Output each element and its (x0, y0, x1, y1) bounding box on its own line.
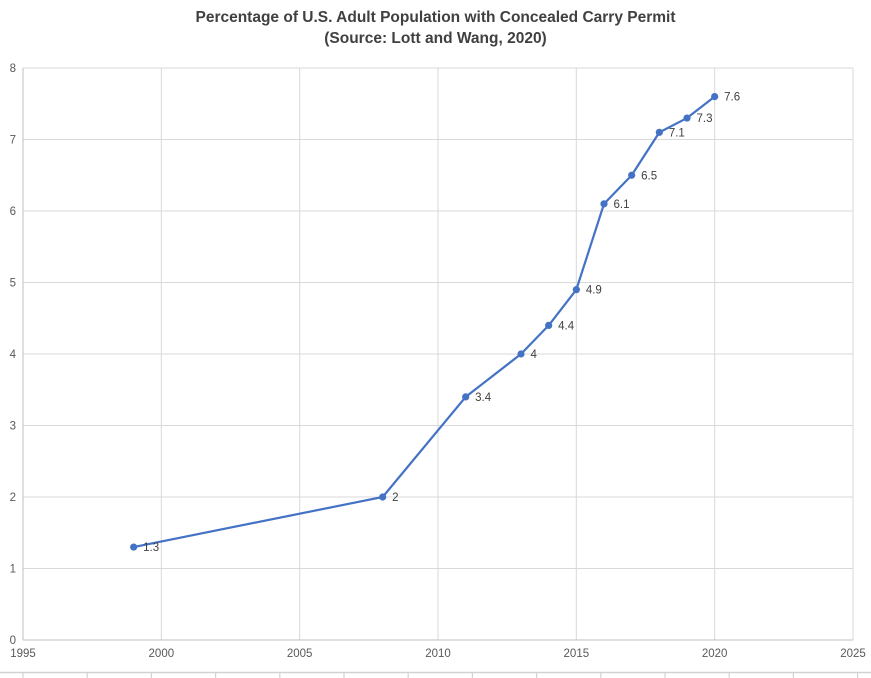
data-point-2015 (572, 286, 580, 294)
data-point-2013 (517, 350, 525, 358)
chart-title: Percentage of U.S. Adult Population with… (195, 9, 676, 26)
data-label-2015: 4.9 (586, 285, 602, 297)
data-label-2018: 7.1 (669, 127, 685, 139)
x-axis-tick-labels: 1995 2000 2005 2010 2015 2020 2025 (10, 648, 866, 660)
y-tick-7: 7 (10, 135, 16, 147)
y-tick-0: 0 (10, 635, 16, 647)
x-tick-2015: 2015 (564, 648, 590, 660)
data-label-2020: 7.6 (724, 92, 740, 104)
series-markers (130, 93, 719, 551)
data-point-2017 (628, 171, 636, 179)
data-label-2019: 7.3 (697, 113, 713, 125)
vertical-gridlines (160, 68, 854, 640)
x-tick-2020: 2020 (702, 648, 728, 660)
x-tick-2000: 2000 (149, 648, 175, 660)
chart-subtitle: (Source: Lott and Wang, 2020) (324, 30, 547, 47)
data-point-2014 (545, 321, 553, 329)
data-label-2016: 6.1 (614, 199, 630, 211)
y-tick-2: 2 (10, 492, 16, 504)
data-label-1999: 1.3 (143, 542, 159, 554)
data-point-2020 (711, 93, 719, 101)
data-point-2018 (655, 128, 663, 136)
data-label-2011: 3.4 (475, 392, 492, 404)
y-axis-tick-labels: 0 1 2 3 4 5 6 7 8 (10, 63, 17, 647)
data-label-2014: 4.4 (558, 320, 575, 332)
data-point-2011 (462, 393, 470, 401)
y-tick-5: 5 (10, 278, 16, 290)
data-point-2016 (600, 200, 608, 208)
series-line (132, 95, 716, 549)
series-data-labels: 1.3 2 3.4 4 4.4 4.9 6.1 6.5 7.1 7.3 7.6 (143, 92, 740, 554)
sheet-grid-edge (0, 671, 871, 678)
chart-title-block: Percentage of U.S. Adult Population with… (0, 7, 871, 49)
data-point-2019 (683, 114, 691, 122)
data-label-2013: 4 (531, 349, 538, 361)
data-point-1999 (130, 543, 138, 551)
y-tick-3: 3 (10, 421, 16, 433)
data-label-2017: 6.5 (641, 170, 657, 182)
x-tick-2010: 2010 (425, 648, 451, 660)
y-tick-1: 1 (10, 564, 16, 576)
x-tick-2025: 2025 (840, 648, 866, 660)
y-tick-6: 6 (10, 206, 16, 218)
data-label-2008: 2 (392, 492, 398, 504)
x-tick-1995: 1995 (10, 648, 36, 660)
x-tick-2005: 2005 (287, 648, 313, 660)
data-point-2008 (379, 493, 387, 501)
y-tick-8: 8 (10, 63, 16, 75)
y-tick-4: 4 (10, 349, 17, 361)
